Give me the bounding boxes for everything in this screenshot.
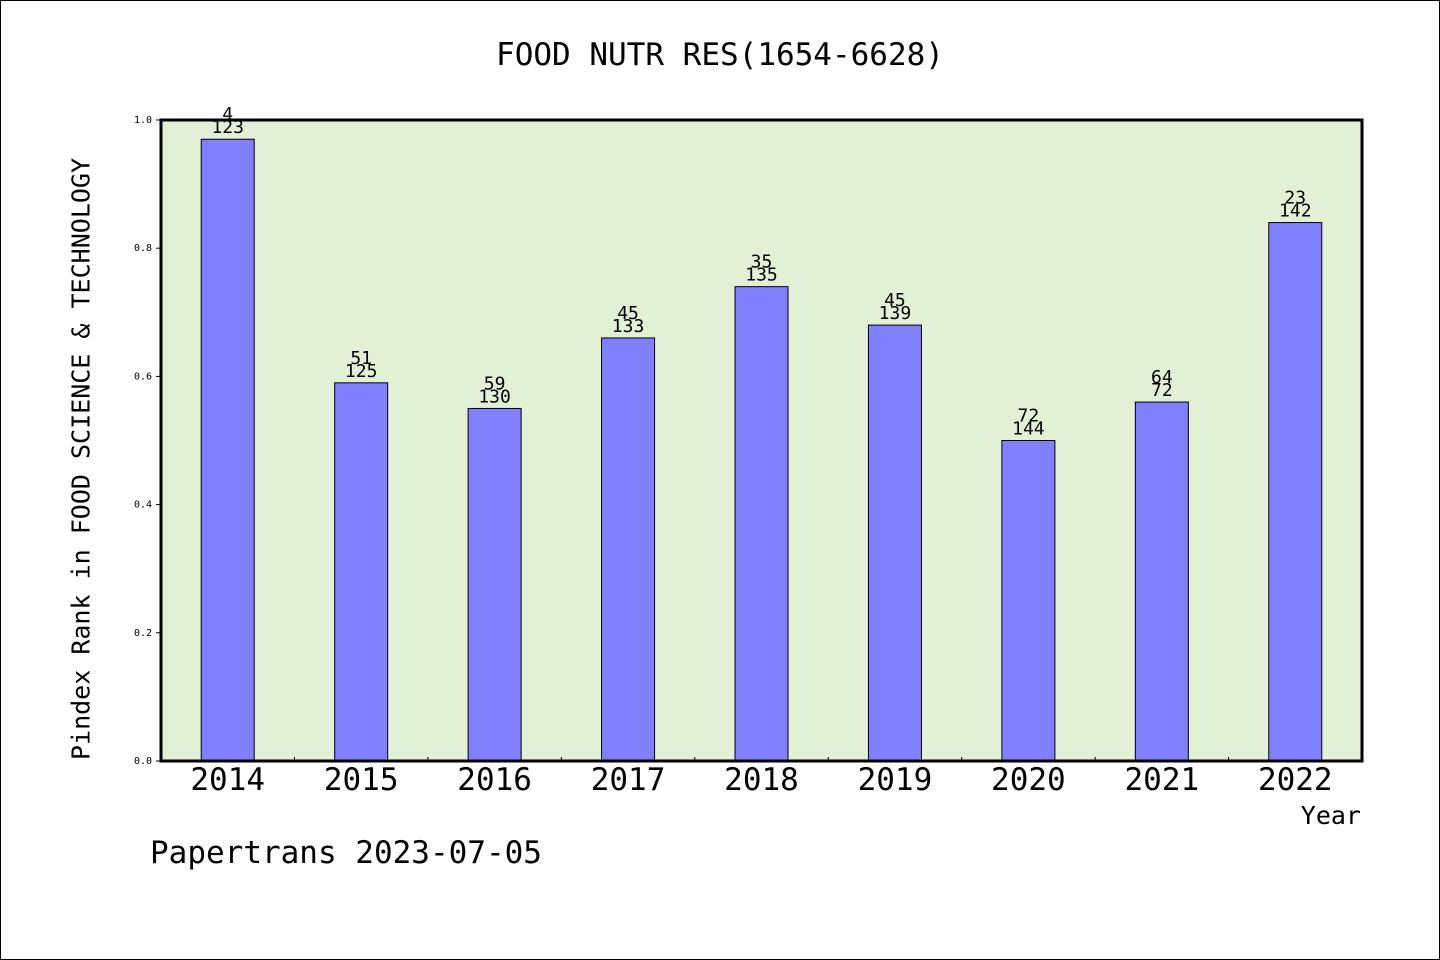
x-tick-label: 2016 [457, 762, 532, 798]
y-tick-label: 0.8 [134, 243, 152, 254]
bar-rank-label: 35 [751, 252, 773, 273]
bar-total-label: 123 [211, 117, 244, 138]
y-tick-label: 0.0 [134, 756, 152, 767]
bar-rank-label: 72 [1018, 406, 1040, 427]
bar-rank-label: 51 [350, 348, 372, 369]
y-tick-label: 1.0 [134, 115, 152, 126]
y-tick-label: 0.4 [134, 500, 152, 511]
bar [601, 337, 656, 762]
bar [467, 407, 522, 762]
chart-title: FOOD NUTR RES(1654-6628) [496, 37, 944, 73]
footer-text: Papertrans 2023-07-05 [150, 835, 542, 871]
x-tick-label: 2019 [858, 762, 933, 798]
bar [200, 138, 255, 762]
x-tick-label: 2014 [190, 762, 265, 798]
x-tick-label: 2015 [324, 762, 399, 798]
bar-total-label: 72 [1151, 380, 1173, 401]
bar-total-label: 142 [1279, 201, 1312, 222]
plot-frame [159, 118, 1364, 763]
y-tick-label: 0.6 [134, 371, 152, 382]
x-tick-label: 2020 [991, 762, 1066, 798]
bar-total-label: 125 [345, 361, 378, 382]
bar-rank-label: 45 [884, 290, 906, 311]
bar-rank-label: 23 [1284, 188, 1306, 209]
bar-total-label: 139 [879, 303, 912, 324]
bar-rank-label: 4 [222, 104, 233, 125]
bar-total-label: 130 [478, 386, 511, 407]
bar-rank-label: 64 [1151, 367, 1173, 388]
bar-total-label: 135 [745, 265, 778, 286]
bar-total-label: 133 [612, 316, 645, 337]
bar [867, 324, 922, 762]
bar [1001, 440, 1056, 762]
bar-rank-label: 45 [617, 303, 639, 324]
bar-rank-label: 59 [484, 373, 506, 394]
bar [1268, 222, 1323, 762]
x-tick-label: 2022 [1258, 762, 1333, 798]
bar [1134, 401, 1189, 762]
bar-total-label: 144 [1012, 419, 1045, 440]
x-tick-label: 2021 [1125, 762, 1200, 798]
x-tick-label: 2017 [591, 762, 666, 798]
bar [734, 286, 789, 762]
bar [334, 382, 389, 762]
y-tick-label: 0.2 [134, 628, 152, 639]
x-axis-label: Year [1300, 801, 1361, 830]
x-tick-label: 2018 [724, 762, 799, 798]
